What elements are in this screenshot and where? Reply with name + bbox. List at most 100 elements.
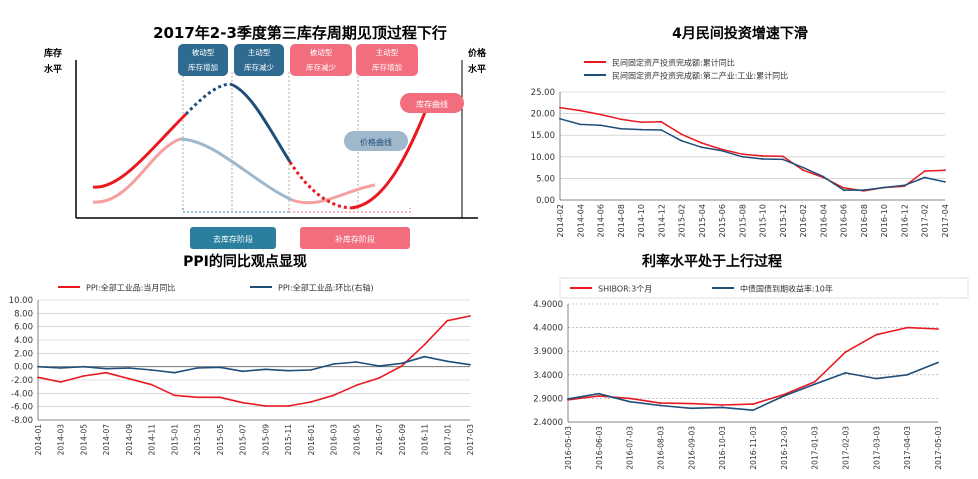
y-tick-label: 20.00 bbox=[531, 110, 555, 120]
series-line bbox=[567, 326, 939, 406]
x-tick-label: 2016-11 bbox=[421, 424, 430, 456]
x-tick-label: 2016-02 bbox=[799, 204, 808, 237]
data-point bbox=[218, 366, 221, 369]
x-tick-label: 2016-07-03 bbox=[626, 426, 635, 470]
x-tick-label: 2016-07 bbox=[375, 424, 384, 456]
data-point bbox=[752, 409, 754, 412]
private-investment-chart: 4月民间投资增速下滑民间固定资产投资完成额:累计同比民间固定资产投资完成额:第二… bbox=[531, 25, 950, 237]
y-axis-label-left-1: 库存 bbox=[44, 47, 62, 59]
data-point bbox=[173, 371, 176, 374]
y-tick-label: -6.00 bbox=[11, 403, 33, 413]
data-point bbox=[690, 402, 693, 405]
data-point bbox=[579, 109, 582, 112]
inventory-curve-peak-dotted bbox=[184, 82, 231, 116]
x-tick-label: 2016-06-03 bbox=[595, 426, 604, 470]
data-point bbox=[660, 120, 663, 123]
data-point bbox=[82, 375, 85, 377]
x-tick-label: 2016-10 bbox=[880, 204, 889, 237]
data-point bbox=[332, 394, 335, 397]
price-curve-label-box bbox=[344, 131, 408, 151]
data-point bbox=[619, 118, 622, 121]
y-axis-label-right-1: 价格 bbox=[468, 47, 487, 59]
data-point bbox=[944, 180, 946, 183]
inventory-curve-fall bbox=[229, 82, 292, 163]
legend-label: PPI:全部工业品:环比(右轴) bbox=[278, 283, 374, 293]
data-point bbox=[842, 187, 845, 189]
data-point bbox=[400, 365, 403, 367]
y-tick-label: 0.00 bbox=[536, 196, 555, 206]
data-point bbox=[782, 395, 785, 397]
y-tick-label: 3.4000 bbox=[533, 371, 563, 381]
data-point bbox=[903, 184, 906, 187]
y-tick-label: 0.00 bbox=[14, 363, 33, 373]
data-point bbox=[883, 186, 886, 189]
x-tick-label: 2016-12 bbox=[900, 204, 909, 237]
y-tick-label: 3.9000 bbox=[533, 347, 563, 357]
destock-stage-label: 去库存阶段 bbox=[213, 234, 253, 244]
data-point bbox=[597, 395, 600, 397]
x-tick-label: 2014-01 bbox=[34, 424, 43, 456]
data-point bbox=[599, 113, 602, 116]
y-tick-label: 4.00 bbox=[14, 336, 33, 346]
data-point bbox=[105, 367, 108, 370]
data-point bbox=[241, 401, 244, 404]
series-line bbox=[567, 361, 939, 411]
price-curve-label: 价格曲线 bbox=[360, 137, 392, 147]
data-point bbox=[446, 360, 449, 363]
x-tick-label: 2015-12 bbox=[779, 204, 788, 237]
data-point bbox=[802, 169, 805, 172]
data-point bbox=[813, 380, 816, 383]
inventory-curve-rise bbox=[92, 112, 188, 189]
data-point bbox=[559, 106, 561, 109]
x-tick-label: 2016-08-03 bbox=[657, 426, 666, 470]
phase-box-active-decrease bbox=[234, 44, 284, 76]
data-point bbox=[628, 400, 631, 403]
data-point bbox=[400, 362, 403, 365]
x-tick-label: 2016-09 bbox=[398, 424, 407, 456]
chart-title: PPI的同比观点显现 bbox=[183, 253, 307, 270]
x-tick-label: 2014-03 bbox=[57, 424, 66, 456]
x-tick-label: 2017-04-03 bbox=[903, 426, 912, 470]
restock-stage-label: 补库存阶段 bbox=[335, 234, 375, 244]
legend-label: 民间固定资产投资完成额:第二产业:工业:累计同比 bbox=[612, 71, 788, 81]
x-tick-label: 2014-05 bbox=[79, 424, 88, 456]
y-tick-label: 8.00 bbox=[14, 309, 33, 319]
data-point bbox=[781, 158, 784, 161]
data-point bbox=[264, 368, 267, 371]
phase-label: 库存减少 bbox=[306, 62, 336, 72]
data-point bbox=[150, 383, 153, 386]
inventory-curve-label: 库存曲线 bbox=[416, 99, 448, 109]
data-point bbox=[82, 365, 85, 368]
data-point bbox=[721, 406, 724, 409]
data-point bbox=[700, 146, 703, 149]
data-point bbox=[660, 129, 663, 131]
destock-stage-box bbox=[190, 227, 276, 249]
data-point bbox=[752, 403, 754, 405]
phase-label: 库存增加 bbox=[188, 62, 218, 72]
data-point bbox=[721, 404, 724, 406]
x-tick-label: 2017-02-03 bbox=[842, 426, 851, 470]
y-tick-label: 2.9000 bbox=[533, 394, 563, 404]
x-tick-label: 2014-11 bbox=[148, 424, 157, 456]
data-point bbox=[761, 158, 764, 160]
data-point bbox=[875, 333, 878, 336]
y-axis-label-left-2: 水平 bbox=[44, 63, 62, 75]
phase-box-passive-increase bbox=[178, 44, 228, 76]
legend-label: 中债国债到期收益率:10年 bbox=[740, 284, 833, 294]
data-point bbox=[218, 396, 221, 399]
data-point bbox=[844, 351, 847, 354]
data-point bbox=[128, 367, 130, 369]
phase-box-active-increase bbox=[356, 44, 418, 76]
chart-title: 4月民间投资增速下滑 bbox=[672, 25, 808, 42]
price-curve-red-part bbox=[92, 137, 181, 204]
x-tick-label: 2014-10 bbox=[637, 204, 646, 237]
x-tick-label: 2015-10 bbox=[759, 204, 768, 237]
x-tick-label: 2014-12 bbox=[657, 204, 666, 237]
phase-label: 库存减少 bbox=[244, 62, 274, 72]
data-point bbox=[597, 392, 600, 395]
x-tick-label: 2015-01 bbox=[170, 424, 179, 456]
data-point bbox=[690, 407, 693, 410]
y-tick-label: 25.00 bbox=[531, 88, 555, 98]
x-tick-label: 2016-12-03 bbox=[780, 426, 789, 470]
x-tick-label: 2016-11-03 bbox=[749, 426, 758, 470]
